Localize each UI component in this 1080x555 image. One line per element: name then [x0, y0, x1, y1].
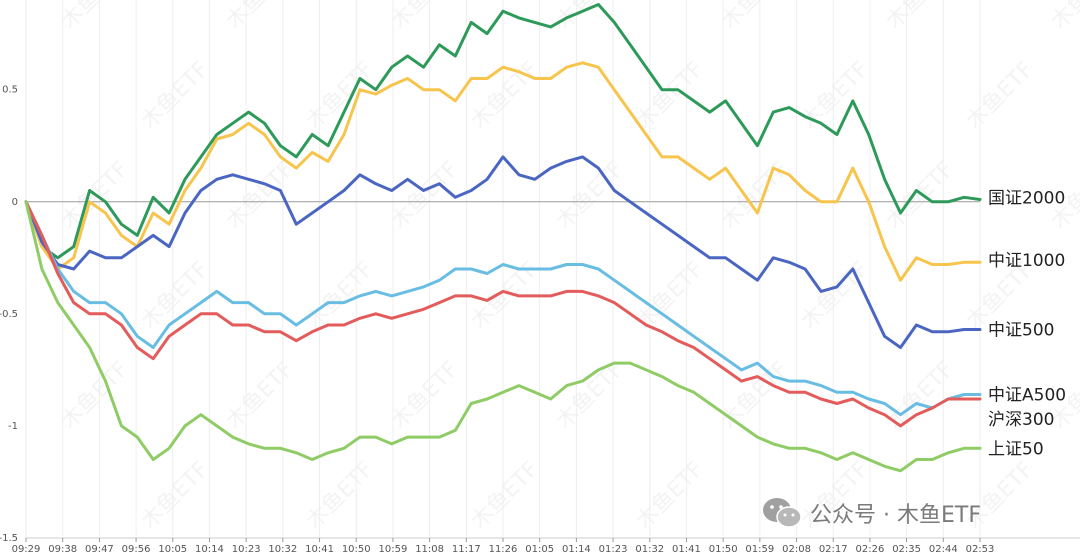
watermark-text: 木鱼ETF	[552, 0, 629, 34]
wechat-icon	[763, 498, 802, 528]
watermark-text: 木鱼ETF	[632, 457, 709, 534]
watermark-text: 木鱼ETF	[137, 457, 214, 534]
y-tick-label: 0	[12, 197, 18, 208]
series-label: 上证50	[988, 439, 1044, 459]
series-line	[24, 200, 982, 473]
x-tick-label: 01:59	[745, 544, 774, 555]
series-label: 中证500	[988, 321, 1054, 341]
watermark-text: 木鱼ETF	[632, 57, 709, 134]
watermark-text: 木鱼ETF	[387, 0, 464, 34]
y-tick-label: -1	[8, 421, 18, 432]
brand-text: 公众号 · 木鱼ETF	[810, 497, 981, 529]
x-tick-label: 10:41	[305, 544, 334, 555]
x-tick-label: 10:59	[379, 544, 408, 555]
x-tick-label: 09:29	[12, 544, 41, 555]
x-tick-label: 01:32	[635, 544, 664, 555]
watermark-text: 木鱼ETF	[467, 457, 544, 534]
watermark-text: 木鱼ETF	[552, 157, 629, 234]
series-labels-layer: 国证2000 中证1000 中证500 中证A500 沪深300 上证50	[988, 188, 1066, 459]
watermark-text: 木鱼ETF	[57, 357, 134, 434]
watermark-layer: 木鱼ETF木鱼ETF木鱼ETF木鱼ETF木鱼ETF木鱼ETF木鱼ETF木鱼ETF…	[57, 0, 1080, 534]
series-line	[24, 3, 982, 260]
watermark-text: 木鱼ETF	[222, 157, 299, 234]
x-tick-label: 11:08	[415, 544, 444, 555]
x-tick-label: 10:05	[158, 544, 187, 555]
series-line	[24, 155, 982, 349]
x-tick-label: 01:23	[599, 544, 628, 555]
x-tick-label: 10:50	[342, 544, 371, 555]
watermark-text: 木鱼ETF	[797, 257, 874, 334]
x-tick-label: 01:14	[562, 544, 591, 555]
x-tick-label: 09:56	[122, 544, 151, 555]
watermark-text: 木鱼ETF	[222, 357, 299, 434]
watermark-text: 木鱼ETF	[882, 0, 959, 34]
watermark-text: 木鱼ETF	[1047, 0, 1080, 34]
x-tick-label: 02:53	[966, 544, 995, 555]
brand-prefix: 公众号 ·	[810, 503, 897, 528]
watermark-text: 木鱼ETF	[717, 157, 794, 234]
series-line	[24, 61, 982, 282]
x-tick-label: 02:44	[929, 544, 958, 555]
series-label: 国证2000	[988, 188, 1065, 208]
axes-layer: 0.5 0 -0.5 -1 -1.509:29 09:38 09:47 09:56 10:05 1…	[0, 85, 1080, 555]
watermark-text: 木鱼ETF	[137, 257, 214, 334]
watermark-text: 木鱼ETF	[552, 357, 629, 434]
watermark-text: 木鱼ETF	[387, 357, 464, 434]
watermark-text: 木鱼ETF	[717, 0, 794, 34]
series-layer	[24, 3, 982, 473]
x-tick-label: 02:35	[892, 544, 921, 555]
watermark-text: 木鱼ETF	[717, 357, 794, 434]
watermark-text: 木鱼ETF	[57, 0, 134, 34]
y-tick-label: -0.5	[0, 309, 18, 320]
x-tick-label: 01:41	[672, 544, 701, 555]
x-tick-label: 02:17	[819, 544, 848, 555]
x-tick-label: 01:50	[709, 544, 738, 555]
watermark-text: 木鱼ETF	[222, 0, 299, 34]
x-tick-label: 09:38	[48, 544, 77, 555]
y-tick-label: -1.5	[0, 533, 18, 544]
series-label: 沪深300	[988, 410, 1054, 430]
y-tick-label: 0.5	[2, 85, 18, 96]
watermark-text: 木鱼ETF	[962, 57, 1039, 134]
x-tick-label: 11:26	[489, 544, 518, 555]
brand-badge: 公众号 · 木鱼ETF	[762, 496, 981, 530]
series-line	[24, 200, 982, 428]
x-tick-label: 02:26	[856, 544, 885, 555]
series-label: 中证A500	[988, 386, 1066, 406]
watermark-text: 木鱼ETF	[137, 57, 214, 134]
x-tick-label: 10:23	[232, 544, 261, 555]
series-label: 中证1000	[988, 251, 1065, 271]
x-tick-label: 01:05	[525, 544, 554, 555]
series-line	[24, 200, 982, 417]
watermark-text: 木鱼ETF	[302, 457, 379, 534]
x-tick-label: 02:08	[782, 544, 811, 555]
x-tick-label: 11:17	[452, 544, 481, 555]
x-tick-label: 09:47	[85, 544, 114, 555]
x-tick-label: 10:32	[268, 544, 297, 555]
brand-name: 木鱼ETF	[896, 503, 981, 528]
x-tick-label: 10:14	[195, 544, 224, 555]
watermark-text: 木鱼ETF	[882, 357, 959, 434]
watermark-text: 木鱼ETF	[302, 257, 379, 334]
